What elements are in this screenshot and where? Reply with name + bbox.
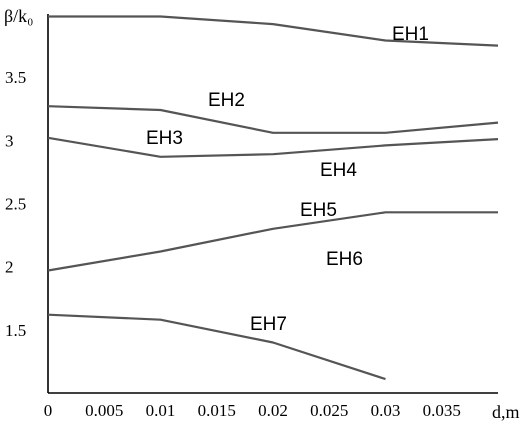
tick-labels: 0 0.005 0.01 0.015 0.02 0.025 0.03 0.035 1.5 2 2.5… [5,68,461,420]
series-label-eh7: EH7 [250,314,287,335]
y-tick-label: 2.5 [5,195,26,214]
x-tick-label: 0.025 [310,401,348,420]
series-line-eh2 [47,105,499,134]
series-line-eh3 [47,136,499,158]
series-lines [47,15,499,381]
series-label-eh3: EH3 [146,128,183,149]
y-tick-label: 3 [5,131,14,150]
series-labels: EH1 EH2 EH3 EH4 EH5 EH6 EH7 [146,24,429,335]
y-tick-label: 3.5 [5,68,26,87]
x-tick-label: 0.01 [146,401,176,420]
series-label-eh1: EH1 [392,24,429,45]
series-label-eh5: EH5 [300,200,337,221]
x-tick-label: 0.02 [258,401,288,420]
x-axis-title: d,m [492,402,520,422]
series-label-eh2: EH2 [208,90,245,111]
series-line-eh1 [48,15,499,47]
x-tick-label: 0 [44,401,53,420]
y-tick-label: 1.5 [5,321,26,340]
x-tick-label: 0.035 [423,401,461,420]
x-tick-label: 0.005 [85,401,123,420]
axes [47,14,498,394]
y-tick-label: 2 [5,258,14,277]
series-line-eh5 [47,211,498,272]
x-tick-label: 0.015 [198,401,236,420]
series-label-eh6: EH6 [326,249,363,270]
y-axis-title: β/k₀ [4,6,33,26]
series-line-eh7 [47,313,386,381]
x-tick-label: 0.03 [371,401,401,420]
series-label-eh4: EH4 [320,160,357,181]
